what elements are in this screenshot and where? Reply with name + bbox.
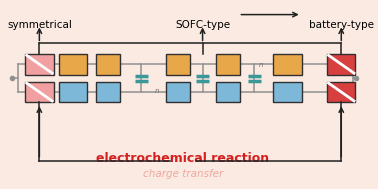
Text: symmetrical: symmetrical <box>7 19 72 29</box>
Bar <box>96 54 120 75</box>
Bar <box>216 82 240 102</box>
Text: n: n <box>259 62 263 68</box>
Bar <box>96 82 120 102</box>
Text: SOFC-type: SOFC-type <box>175 19 230 29</box>
Bar <box>273 82 302 102</box>
Bar <box>166 54 190 75</box>
Bar <box>273 54 302 75</box>
Bar <box>327 82 355 102</box>
Text: battery-type: battery-type <box>309 19 374 29</box>
Bar <box>216 54 240 75</box>
Text: n: n <box>155 88 160 94</box>
Text: charge transfer: charge transfer <box>143 169 223 179</box>
Bar <box>166 82 190 102</box>
Bar <box>59 54 87 75</box>
Bar <box>327 54 355 75</box>
Text: electrochemical reaction: electrochemical reaction <box>96 152 270 165</box>
Bar <box>59 82 87 102</box>
Bar <box>25 54 54 75</box>
Bar <box>25 82 54 102</box>
